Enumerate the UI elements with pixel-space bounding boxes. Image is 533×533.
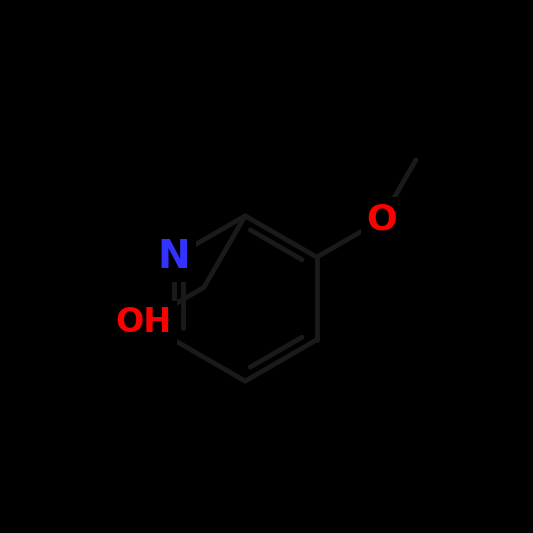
Text: N: N (157, 238, 190, 276)
Text: OH: OH (116, 305, 172, 338)
Text: O: O (366, 203, 397, 237)
